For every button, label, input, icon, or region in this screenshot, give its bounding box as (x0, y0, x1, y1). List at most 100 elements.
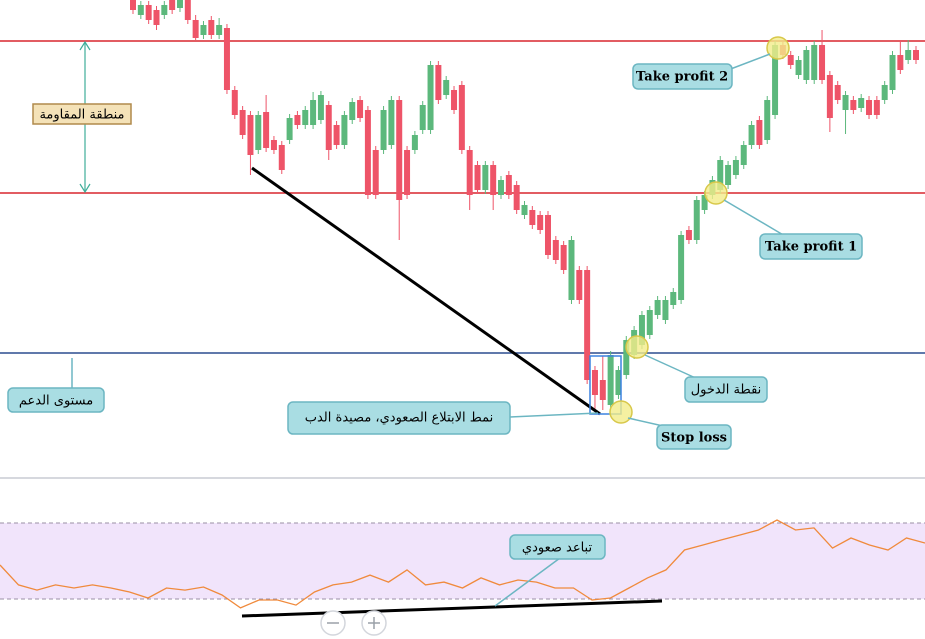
callout (656, 424, 732, 450)
candle-body (364, 110, 371, 195)
candle-body (764, 100, 771, 140)
callout (509, 534, 606, 560)
price-pane (0, 0, 925, 410)
candle-body (247, 115, 254, 155)
candle-body (474, 165, 481, 190)
candle-body (693, 200, 700, 240)
label: منطقة المقاومة (39, 108, 124, 123)
label: Stop loss (661, 431, 727, 446)
candle-body (286, 118, 293, 140)
candle-body (349, 102, 356, 120)
candle-body (584, 270, 591, 380)
candle-body (505, 175, 512, 195)
candle-body (458, 85, 465, 150)
candle-body (231, 90, 238, 115)
candle-body (184, 0, 191, 20)
trend-line (251, 166, 601, 416)
candle-body (169, 0, 176, 10)
candle-body (615, 370, 622, 395)
candle-body (278, 145, 285, 170)
candle-body (317, 95, 324, 120)
pointer (727, 53, 771, 71)
candle-body (270, 140, 277, 150)
candle-body (216, 25, 223, 35)
candle-body (850, 100, 857, 110)
pointer (644, 354, 701, 381)
candle-body (490, 165, 497, 195)
candle-body (842, 95, 849, 110)
candle-body (905, 50, 912, 60)
candle-body (576, 270, 583, 300)
candle-body (239, 110, 246, 135)
label: Take profit 2 (636, 70, 728, 85)
candle-body (255, 115, 262, 150)
zoom-in-button[interactable] (361, 610, 387, 636)
label: نمط الابتلاع الصعودي، مصيدة الدب (305, 411, 494, 426)
candle-body (748, 125, 755, 145)
candle-body (419, 105, 426, 130)
candle-body (623, 340, 630, 375)
candle-body (537, 215, 544, 230)
candle-body (223, 28, 230, 90)
candle-body (380, 110, 387, 150)
candle-body (913, 50, 919, 60)
annotations: Take profit 2 Take profit 1 نقطة الدخول … (7, 36, 863, 636)
candle-body (560, 245, 567, 270)
pointer (723, 199, 786, 237)
zoom-out-button[interactable] (320, 610, 346, 636)
candle-body (435, 65, 442, 100)
candle-body (607, 355, 614, 405)
candle-body (310, 100, 317, 125)
candle-body (513, 185, 520, 210)
highlight (609, 400, 633, 424)
candle-body (866, 100, 873, 115)
candle-body (357, 100, 364, 118)
candle-body (897, 55, 904, 70)
icon (368, 617, 380, 629)
candle-body (451, 90, 458, 110)
candle-body (263, 112, 270, 148)
label: Take profit 1 (765, 240, 857, 255)
pointer (494, 557, 561, 607)
rsi-pane (0, 519, 925, 609)
candle-body (153, 10, 160, 25)
callout (759, 233, 863, 260)
candle-body (333, 125, 340, 145)
candle-body (411, 135, 418, 150)
candle-body (302, 110, 309, 125)
candle-body (725, 165, 732, 185)
highlight (704, 181, 728, 205)
candle-body (192, 20, 199, 38)
divergence-line (241, 599, 663, 618)
rsi-line (0, 519, 925, 609)
candle-body (701, 195, 708, 210)
candle-body (685, 230, 692, 240)
label: مستوى الدعم (19, 394, 93, 409)
candle-body (161, 5, 168, 15)
candle-body (881, 85, 888, 100)
pointer (509, 412, 599, 418)
candle-body (341, 115, 348, 145)
candle-body (498, 180, 505, 195)
candle-body (544, 215, 551, 255)
candle-body (591, 370, 598, 395)
candle-body (732, 160, 739, 175)
candle-body (529, 210, 536, 225)
candle-body (638, 315, 645, 345)
candle-body (670, 292, 677, 305)
callout (632, 63, 733, 90)
candle-body (795, 60, 802, 75)
candle-body (294, 115, 301, 125)
candle-body (404, 150, 411, 195)
candle-body (466, 150, 473, 195)
candle-body (787, 55, 794, 65)
candle-body (208, 20, 215, 35)
label: نقطة الدخول (691, 383, 762, 398)
candle-body (145, 5, 152, 20)
candle-body (873, 100, 880, 115)
callout (32, 103, 132, 125)
candle-body (552, 240, 559, 260)
candle-body (521, 205, 528, 215)
candle-body (811, 45, 818, 80)
